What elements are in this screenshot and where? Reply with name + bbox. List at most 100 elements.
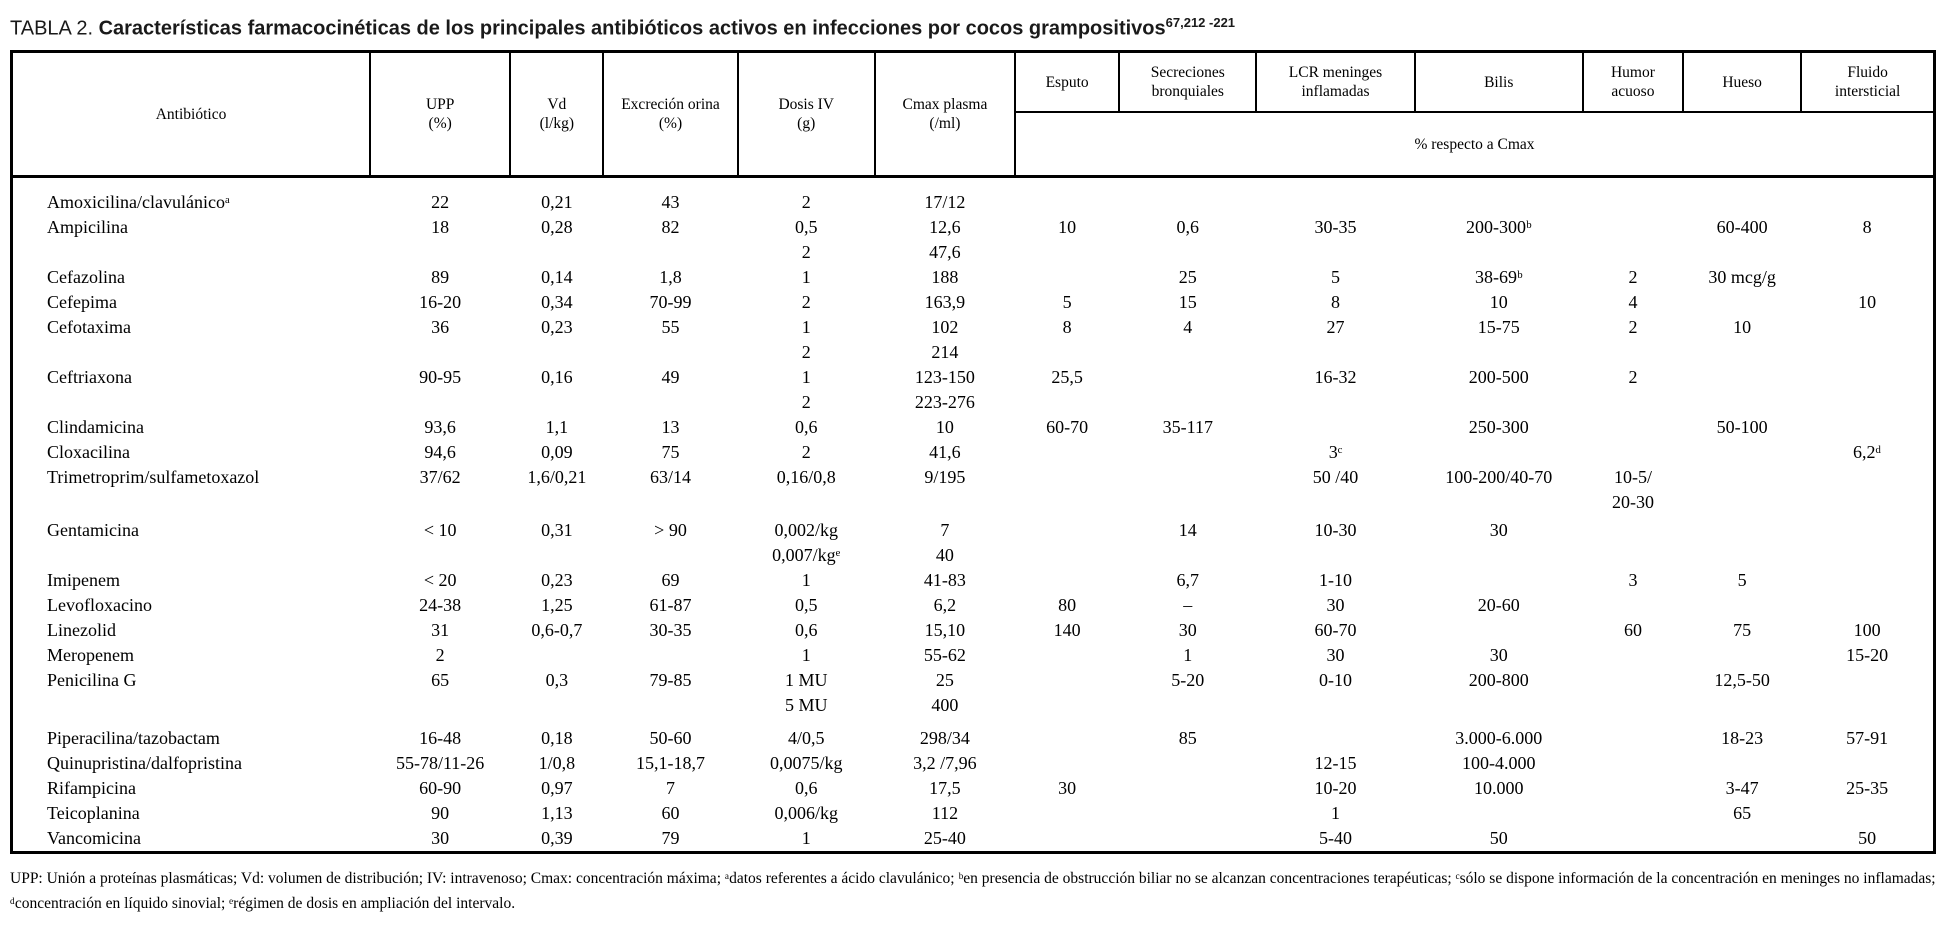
value-cell: [1583, 177, 1683, 216]
cmax-percentage-span-header: % respecto a Cmax: [1015, 112, 1935, 178]
value-cell: 22: [431, 192, 450, 212]
value-cell: 2: [801, 242, 811, 262]
value-cell: [1583, 440, 1683, 465]
value-cell: 200-500: [1468, 367, 1529, 387]
column-header-humor-acuoso: Humor acuoso: [1581, 51, 1685, 113]
value-cell: 298/34: [919, 728, 970, 748]
value-cell: 60-90: [419, 778, 462, 798]
value-cell: 43: [661, 192, 680, 212]
value-cell: [370, 693, 510, 718]
value-cell: [1583, 776, 1683, 801]
value-cell: 60: [1623, 620, 1642, 640]
value-cell: 70-99: [649, 292, 692, 312]
value-cell: [1119, 826, 1256, 853]
table-row: Cefepima 16-20 0,34 70-99 2 163,9 5 15 8 10 4 10: [12, 290, 1935, 315]
value-cell: [1583, 801, 1683, 826]
value-cell: 100-4.000: [1462, 753, 1536, 773]
value-cell: [510, 643, 603, 668]
value-cell: 6,2ᵈ: [1853, 442, 1882, 462]
antibiotic-name-cell: Meropenem: [47, 645, 134, 665]
value-cell: 37/62: [419, 467, 461, 487]
value-cell: [1415, 440, 1583, 465]
value-cell: [1015, 390, 1119, 415]
table-row: Ceftriaxona 90-95 0,16 49 1 123-150 25,5 16-32 2…: [12, 365, 1935, 390]
table-row: Amoxicilina/clavulánicoᵃ 22 0,21 43 2 17/12: [12, 177, 1935, 216]
table-row: Rifampicina 60-90 0,97 7 0,6 17,5 30 10-20 10.00…: [12, 776, 1935, 801]
value-cell: 79-85: [649, 670, 692, 690]
value-cell: [1683, 240, 1801, 265]
antibiotic-name-cell: Piperacilina/tazobactam: [47, 728, 220, 748]
value-cell: 63/14: [650, 467, 692, 487]
value-cell: 163,9: [924, 292, 966, 312]
table-row: 2 47,6: [12, 240, 1935, 265]
value-cell: 10: [1858, 292, 1877, 312]
value-cell: 214: [931, 342, 959, 362]
value-cell: [1801, 593, 1934, 618]
column-header-bilis: Bilis: [1413, 51, 1584, 113]
table-row: Trimetroprim/sulfametoxazol 37/62 1,6/0,21…: [12, 465, 1935, 490]
antibiotic-name-cell: Cloxacilina: [47, 442, 130, 462]
value-cell: [510, 543, 603, 568]
header-row-1: Antibiótico UPP (%) Vd (l/kg) Excreción …: [10, 51, 1936, 178]
value-cell: [1801, 668, 1934, 693]
value-cell: [1119, 543, 1256, 568]
value-cell: 85: [1178, 728, 1197, 748]
value-cell: [1683, 290, 1801, 315]
table-row: Ampicilina 18 0,28 82 0,5 12,6 10 0,6 30-35 200-3…: [12, 215, 1935, 240]
value-cell: 0,6: [794, 620, 818, 640]
value-cell: [1583, 593, 1683, 618]
antibiotic-name-cell: Ceftriaxona: [47, 367, 132, 387]
value-cell: 5: [1331, 267, 1340, 287]
value-cell: [1415, 568, 1583, 593]
value-cell: 50 /40: [1312, 467, 1359, 487]
value-cell: [603, 490, 737, 515]
value-cell: 8: [1862, 217, 1872, 237]
value-cell: [1256, 693, 1414, 718]
table-row: Meropenem 2 1 55-62 1 30 30 15-20: [12, 643, 1935, 668]
value-cell: [1015, 643, 1119, 668]
value-cell: 10-30: [1314, 520, 1357, 540]
value-cell: 8: [1331, 292, 1340, 312]
value-cell: 7: [940, 520, 950, 540]
value-cell: [1119, 340, 1256, 365]
value-cell: [1583, 340, 1683, 365]
value-cell: [370, 490, 510, 515]
antibiotic-name-cell: [12, 390, 371, 415]
antibiotic-name-cell: Cefepima: [47, 292, 117, 312]
value-cell: 1,13: [541, 803, 573, 823]
value-cell: 20-30: [1611, 492, 1654, 512]
value-cell: [510, 390, 603, 415]
value-cell: 0,34: [541, 292, 573, 312]
value-cell: 2: [801, 192, 811, 212]
value-cell: 30: [1178, 620, 1197, 640]
value-cell: 41-83: [923, 570, 966, 590]
value-cell: –: [1183, 595, 1193, 615]
value-cell: 1 MU: [784, 670, 828, 690]
value-cell: 0,3: [545, 670, 569, 690]
value-cell: 25: [935, 670, 954, 690]
value-cell: 35-117: [1162, 417, 1213, 437]
table-header: Antibiótico UPP (%) Vd (l/kg) Excreción …: [10, 51, 1936, 178]
value-cell: [1583, 826, 1683, 853]
value-cell: [1015, 568, 1119, 593]
antibiotic-name-cell: Clindamicina: [47, 417, 144, 437]
value-cell: 30: [1489, 520, 1508, 540]
value-cell: 55-78/11-26: [395, 753, 485, 773]
antibiotic-name-cell: Gentamicina: [47, 520, 139, 540]
value-cell: 0,5: [794, 217, 818, 237]
value-cell: 60: [661, 803, 680, 823]
table-row: 2 214: [12, 340, 1935, 365]
value-cell: 50: [1858, 828, 1877, 848]
value-cell: 1,6/0,21: [527, 467, 587, 487]
value-cell: 6,7: [1176, 570, 1200, 590]
value-cell: 5 MU: [784, 695, 828, 715]
value-cell: 223-276: [914, 392, 975, 412]
value-cell: 50-100: [1716, 417, 1768, 437]
value-cell: 1: [801, 367, 811, 387]
table-row: 20-30: [12, 490, 1935, 515]
value-cell: [1801, 315, 1934, 340]
value-cell: 1,8: [659, 267, 682, 287]
value-cell: [1119, 365, 1256, 390]
value-cell: 10: [1733, 317, 1752, 337]
value-cell: [1683, 465, 1801, 490]
